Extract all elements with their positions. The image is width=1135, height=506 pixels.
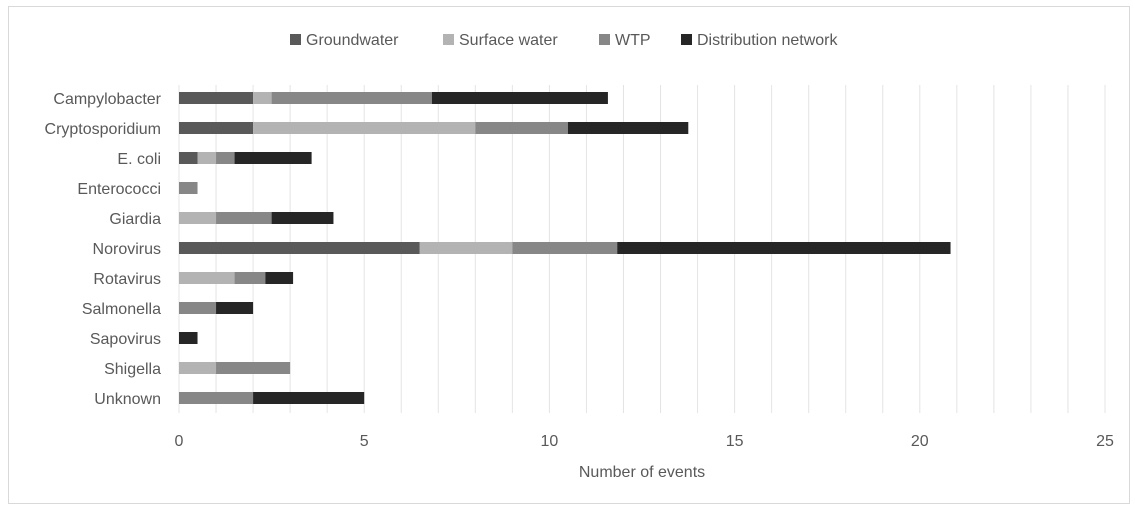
bar-segment-wtp xyxy=(271,92,432,104)
bar-segment-wtp xyxy=(475,122,568,134)
legend-swatch xyxy=(599,34,610,45)
legend-label: Distribution network xyxy=(697,32,839,49)
category-label: E. coli xyxy=(117,151,161,168)
x-axis-title: Number of events xyxy=(579,464,705,481)
x-tick-label: 20 xyxy=(911,433,929,450)
bar-segment-distribution-network xyxy=(253,392,365,404)
category-labels: Campylobacter Cryptosporidium E. coli Enter… xyxy=(45,91,162,408)
legend-swatch xyxy=(290,34,301,45)
bar-segment-distribution-network xyxy=(179,332,198,344)
x-tick-label: 5 xyxy=(360,433,369,450)
bar-segment-distribution-network xyxy=(216,302,254,314)
bar-segment-surface-water xyxy=(197,152,217,164)
bar-segment-surface-water xyxy=(179,212,217,224)
bar-segment-distribution-network xyxy=(265,272,294,284)
category-label: Shigella xyxy=(104,361,161,378)
bar-segment-distribution-network xyxy=(271,212,334,224)
legend-swatch xyxy=(681,34,692,45)
bar-segment-wtp xyxy=(234,272,266,284)
bar-segment-groundwater xyxy=(179,242,420,254)
bar-segment-surface-water xyxy=(179,362,217,374)
bar-segment-wtp xyxy=(216,362,291,374)
category-label: Salmonella xyxy=(82,301,161,318)
x-tick-labels: 0 5 10 15 20 25 xyxy=(175,433,1114,450)
bars xyxy=(179,92,951,404)
bar-segment-surface-water xyxy=(419,242,513,254)
category-label: Norovirus xyxy=(93,241,161,258)
bar-segment-wtp xyxy=(216,212,272,224)
category-label: Rotavirus xyxy=(93,271,161,288)
x-tick-label: 0 xyxy=(175,433,184,450)
category-label: Giardia xyxy=(109,211,161,228)
legend: Groundwater Surface water WTP Distribution … xyxy=(290,32,839,49)
bar-segment-groundwater xyxy=(179,152,198,164)
bar-segment-groundwater xyxy=(179,92,254,104)
category-label: Cryptosporidium xyxy=(45,121,161,138)
bar-segment-wtp xyxy=(512,242,618,254)
bar-segment-surface-water xyxy=(179,272,235,284)
bar-segment-distribution-network xyxy=(617,242,951,254)
category-label: Enterococci xyxy=(77,181,161,198)
category-label: Unknown xyxy=(94,391,161,408)
bar-segment-groundwater xyxy=(179,122,254,134)
bar-segment-wtp xyxy=(179,392,254,404)
bar-segment-distribution-network xyxy=(234,152,312,164)
legend-swatch xyxy=(443,34,454,45)
x-tick-label: 15 xyxy=(726,433,744,450)
chart-frame xyxy=(8,6,1130,504)
bar-segment-distribution-network xyxy=(567,122,689,134)
legend-label: Surface water xyxy=(459,32,558,49)
bar-segment-wtp xyxy=(179,302,217,314)
x-tick-label: 25 xyxy=(1096,433,1114,450)
legend-label: Groundwater xyxy=(306,32,399,49)
x-tick-label: 10 xyxy=(541,433,559,450)
category-label: Campylobacter xyxy=(53,91,161,108)
bar-segment-surface-water xyxy=(253,122,476,134)
bar-segment-wtp xyxy=(179,182,198,194)
legend-label: WTP xyxy=(615,32,651,49)
bar-segment-wtp xyxy=(216,152,235,164)
bar-segment-distribution-network xyxy=(431,92,608,104)
category-label: Sapovirus xyxy=(90,331,161,348)
bar-segment-surface-water xyxy=(253,92,272,104)
